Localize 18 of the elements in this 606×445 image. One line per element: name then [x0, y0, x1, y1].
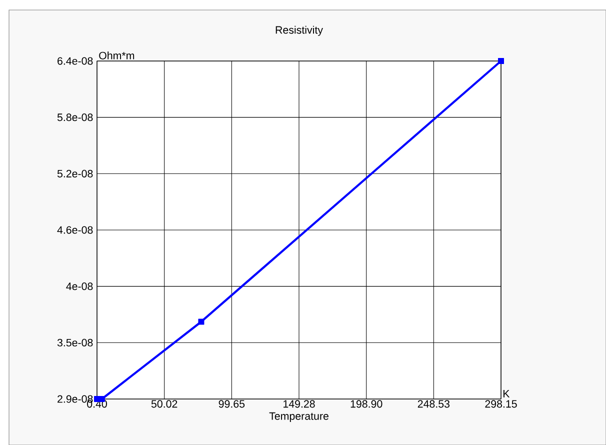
y-axis-title: Ohm*m [99, 52, 134, 60]
x-tick-label: 50.02 [151, 400, 178, 408]
y-tick-label: 6.4e-08 [58, 57, 93, 65]
x-tick-label: 149.28 [284, 400, 315, 408]
y-tick-label: 4e-08 [66, 282, 93, 290]
x-axis-title: Temperature [269, 412, 328, 422]
x-tick-label: 99.65 [218, 400, 245, 408]
y-tick-label: 5.2e-08 [57, 170, 93, 178]
x-tick-label: 198.90 [350, 400, 382, 408]
x-tick-label: 248.53 [418, 400, 450, 408]
chart-title: Resistivity [276, 26, 323, 36]
text: K [503, 390, 510, 398]
y-tick-label: 5.8e-08 [57, 114, 93, 122]
y-tick-label: 4.6e-08 [57, 226, 93, 234]
y-tick-label: 3.5e-08 [57, 338, 93, 346]
point [198, 318, 204, 325]
x-tick-label: 298.15 [485, 400, 517, 408]
point [498, 58, 504, 64]
